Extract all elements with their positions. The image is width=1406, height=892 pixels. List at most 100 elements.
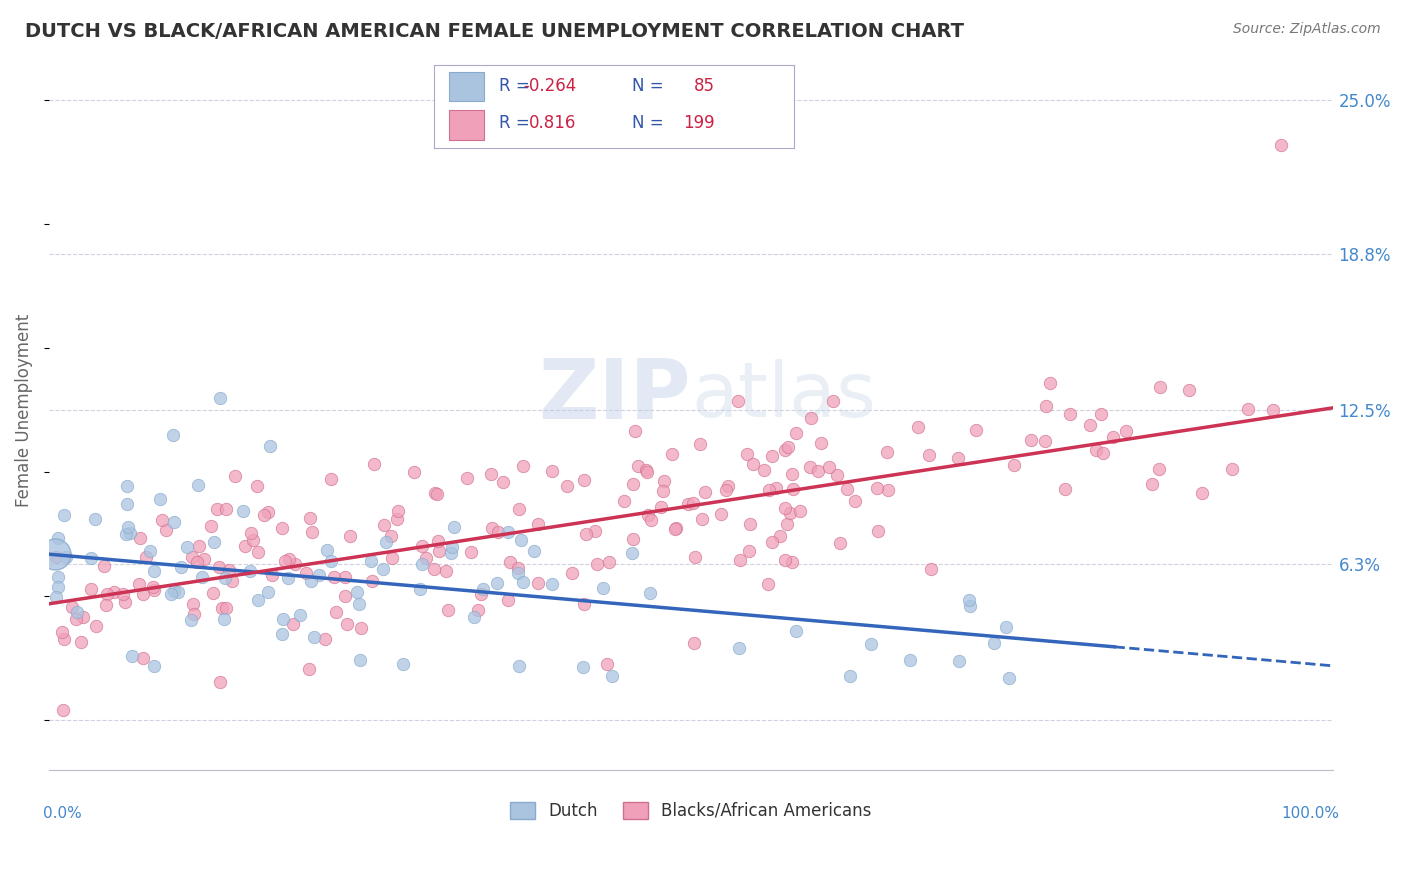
Point — [434, 564, 457, 578]
Point — [460, 545, 482, 559]
Point — [510, 533, 533, 547]
Point — [96, 586, 118, 600]
Point — [387, 504, 409, 518]
Point — [1092, 445, 1115, 459]
Point — [1237, 402, 1260, 417]
Point — [717, 479, 740, 493]
Point — [761, 449, 783, 463]
Point — [443, 520, 465, 534]
Point — [583, 524, 606, 539]
Point — [274, 553, 297, 567]
Point — [634, 463, 657, 477]
Point — [212, 611, 235, 625]
Point — [1019, 433, 1042, 447]
Point — [299, 574, 322, 588]
Point — [239, 564, 262, 578]
Point — [481, 521, 503, 535]
Point — [52, 508, 75, 523]
Point — [690, 512, 713, 526]
Point — [837, 483, 859, 497]
Point — [202, 535, 225, 549]
Point — [69, 635, 91, 649]
Point — [1101, 430, 1123, 444]
Point — [948, 653, 970, 667]
Point — [208, 560, 231, 574]
Point — [735, 447, 758, 461]
Point — [221, 574, 243, 588]
Point — [115, 527, 138, 541]
Point — [714, 483, 737, 497]
Point — [319, 554, 342, 568]
Point — [302, 631, 325, 645]
Point — [561, 566, 583, 580]
Point — [335, 589, 357, 603]
Point — [387, 512, 409, 526]
Point — [371, 561, 394, 575]
Point — [626, 458, 648, 473]
Point — [600, 669, 623, 683]
Point — [411, 539, 433, 553]
Point — [1035, 399, 1057, 413]
Point — [191, 570, 214, 584]
Point — [859, 637, 882, 651]
Point — [621, 532, 644, 546]
Point — [785, 425, 807, 440]
Point — [253, 508, 276, 522]
Point — [821, 394, 844, 409]
Point — [785, 624, 807, 638]
Point — [682, 636, 704, 650]
Point — [65, 612, 87, 626]
Point — [918, 448, 941, 462]
Point — [1078, 417, 1101, 432]
Point — [572, 597, 595, 611]
Point — [527, 517, 550, 532]
Point — [163, 584, 186, 599]
Point — [512, 574, 534, 589]
Point — [470, 587, 492, 601]
Point — [188, 539, 211, 553]
Point — [319, 472, 342, 486]
Point — [271, 612, 294, 626]
Point — [112, 587, 135, 601]
Point — [1270, 137, 1292, 152]
Point — [51, 625, 73, 640]
Point — [728, 641, 751, 656]
Point — [800, 410, 823, 425]
Point — [240, 525, 263, 540]
Point — [598, 555, 620, 569]
Point — [775, 442, 797, 457]
Point — [868, 524, 890, 539]
Point — [1115, 424, 1137, 438]
Point — [201, 585, 224, 599]
Point — [211, 601, 233, 615]
Text: Source: ZipAtlas.com: Source: ZipAtlas.com — [1233, 22, 1381, 37]
Point — [45, 550, 67, 565]
Point — [333, 570, 356, 584]
Point — [776, 516, 799, 531]
Point — [186, 555, 208, 569]
Point — [257, 505, 280, 519]
Point — [650, 500, 672, 515]
Point — [380, 528, 402, 542]
Point — [877, 483, 900, 497]
Point — [181, 598, 204, 612]
Point — [727, 393, 749, 408]
Point — [270, 627, 292, 641]
Point — [426, 486, 449, 500]
Point — [665, 521, 688, 535]
Point — [780, 555, 803, 569]
Point — [575, 527, 598, 541]
Point — [415, 550, 437, 565]
Point — [839, 668, 862, 682]
Point — [308, 568, 330, 582]
Point — [373, 517, 395, 532]
Point — [114, 595, 136, 609]
Point — [193, 552, 215, 566]
Point — [920, 562, 942, 576]
Point — [807, 464, 830, 478]
Point — [347, 597, 370, 611]
Point — [1090, 407, 1112, 421]
Point — [1191, 486, 1213, 500]
Point — [117, 479, 139, 493]
Point — [1059, 407, 1081, 421]
